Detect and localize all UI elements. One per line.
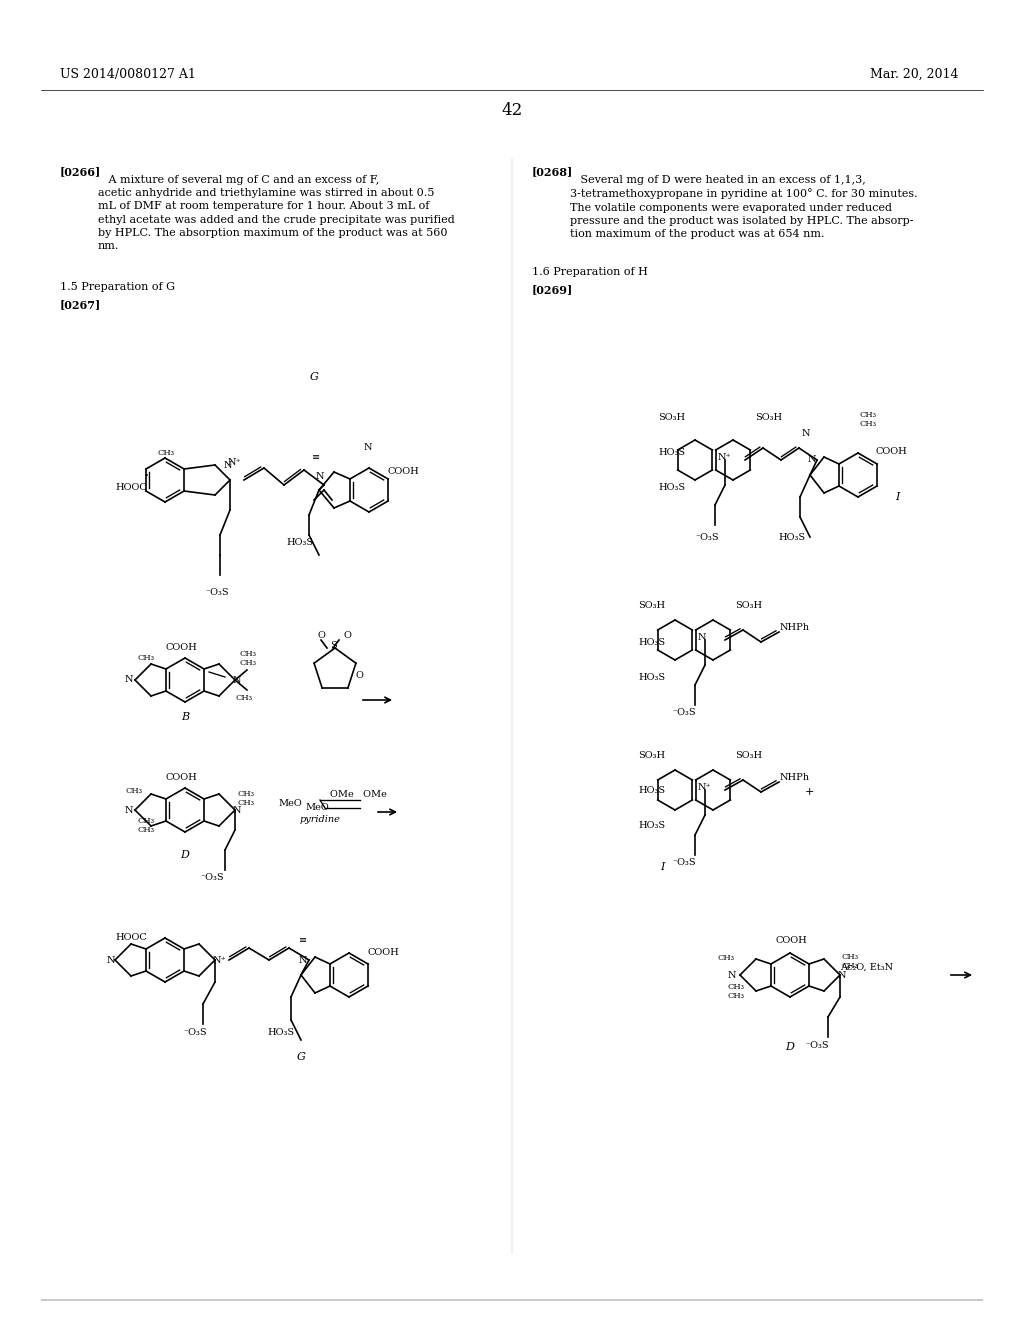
Text: N: N [233, 807, 242, 814]
Text: D: D [180, 850, 189, 861]
Text: pyridine: pyridine [300, 814, 341, 824]
Text: Several mg of D were heated in an excess of 1,1,3,
3-tetramethoxypropane in pyri: Several mg of D were heated in an excess… [570, 176, 918, 239]
Text: [0269]: [0269] [532, 284, 573, 294]
Text: CH₃: CH₃ [234, 694, 252, 702]
Text: Mar. 20, 2014: Mar. 20, 2014 [870, 69, 958, 81]
Text: N⁺: N⁺ [718, 453, 732, 462]
Text: NHPh: NHPh [780, 623, 810, 632]
Text: A mixture of several mg of C and an excess of F,
acetic anhydride and triethylam: A mixture of several mg of C and an exce… [98, 176, 455, 251]
Text: N: N [698, 634, 707, 642]
Text: COOH: COOH [165, 643, 197, 652]
Text: 42: 42 [502, 102, 522, 119]
Text: SO₃H: SO₃H [735, 601, 762, 610]
Text: [0266]: [0266] [60, 166, 101, 177]
Text: N⁺: N⁺ [228, 458, 242, 467]
Text: I: I [660, 862, 665, 873]
Text: CH₃: CH₃ [137, 653, 154, 663]
Text: HO₃S: HO₃S [638, 638, 666, 647]
Text: N: N [838, 972, 847, 979]
Text: US 2014/0080127 A1: US 2014/0080127 A1 [60, 69, 196, 81]
Text: ⁻O₃S: ⁻O₃S [672, 708, 695, 717]
Text: COOH: COOH [165, 774, 197, 781]
Text: HO₃S: HO₃S [658, 483, 685, 492]
Text: CH₃
CH₃: CH₃ CH₃ [137, 817, 154, 834]
Text: COOH: COOH [874, 447, 906, 455]
Text: ⁻O₃S: ⁻O₃S [672, 858, 695, 867]
Text: N⁺: N⁺ [698, 783, 712, 792]
Text: MeO: MeO [305, 803, 329, 812]
Text: I: I [895, 492, 899, 502]
Text: CH₃: CH₃ [125, 787, 142, 795]
Text: HO₃S: HO₃S [267, 1028, 294, 1038]
Text: COOH: COOH [367, 948, 398, 957]
Text: HO₃S: HO₃S [638, 785, 666, 795]
Text: ≡: ≡ [312, 451, 321, 462]
Text: ≡: ≡ [299, 935, 307, 945]
Text: O: O [355, 671, 362, 680]
Text: SO₃H: SO₃H [735, 751, 762, 760]
Text: CH₃: CH₃ [718, 954, 735, 962]
Text: N: N [125, 675, 133, 684]
Text: [0268]: [0268] [532, 166, 573, 177]
Text: SO₃H: SO₃H [638, 601, 666, 610]
Text: 1.6 Preparation of H: 1.6 Preparation of H [532, 267, 648, 277]
Text: CH₃
CH₃: CH₃ CH₃ [842, 953, 859, 970]
Text: HO₃S: HO₃S [778, 533, 805, 543]
Text: [0267]: [0267] [60, 300, 101, 310]
Text: N: N [802, 429, 811, 438]
Text: COOH: COOH [775, 936, 807, 945]
Text: SO₃H: SO₃H [658, 413, 685, 422]
Text: N: N [233, 676, 242, 685]
Text: ⁻O₃S: ⁻O₃S [200, 873, 223, 882]
Text: B: B [181, 711, 189, 722]
Text: COOH: COOH [387, 467, 419, 477]
Text: CH₃
CH₃: CH₃ CH₃ [728, 983, 745, 1001]
Text: N⁺: N⁺ [213, 956, 226, 965]
Text: SO₃H: SO₃H [755, 413, 782, 422]
Text: HOOC: HOOC [115, 933, 146, 942]
Text: NHPh: NHPh [780, 774, 810, 781]
Text: D: D [785, 1041, 795, 1052]
Text: ⁻O₃S: ⁻O₃S [695, 533, 719, 543]
Text: HO₃S: HO₃S [638, 673, 666, 682]
Text: CH₃
CH₃: CH₃ CH₃ [860, 411, 877, 428]
Text: HO₃S: HO₃S [638, 821, 666, 830]
Text: CH₃
CH₃: CH₃ CH₃ [237, 789, 254, 807]
Text: ⁻O₃S: ⁻O₃S [805, 1041, 828, 1049]
Text: O: O [317, 631, 325, 640]
Text: 1.5 Preparation of G: 1.5 Preparation of G [60, 282, 175, 292]
Text: N: N [125, 807, 133, 814]
Text: CH₃
CH₃: CH₃ CH₃ [239, 649, 256, 667]
Text: O: O [343, 631, 351, 640]
Text: G: G [297, 1052, 305, 1063]
Text: G: G [310, 372, 318, 381]
Text: +: + [805, 787, 814, 797]
Text: ⁻O₃S: ⁻O₃S [205, 587, 228, 597]
Text: N: N [364, 444, 373, 451]
Text: HOOC: HOOC [115, 483, 146, 492]
Text: S: S [330, 642, 337, 649]
Text: N: N [808, 455, 816, 465]
Text: N: N [728, 972, 736, 979]
Text: ⁻O₃S: ⁻O₃S [183, 1028, 207, 1038]
Text: N: N [316, 473, 325, 480]
Text: N: N [106, 956, 116, 965]
Text: MeO: MeO [278, 799, 302, 808]
Text: N: N [299, 956, 307, 965]
Text: SO₃H: SO₃H [638, 751, 666, 760]
Text: Ac₂O, Et₃N: Ac₂O, Et₃N [840, 964, 893, 972]
Text: CH₃: CH₃ [157, 449, 174, 457]
Text: HO₃S: HO₃S [658, 447, 685, 457]
Text: HO₃S: HO₃S [286, 539, 313, 546]
Text: N: N [224, 461, 232, 470]
Text: OMe   OMe: OMe OMe [330, 789, 387, 799]
